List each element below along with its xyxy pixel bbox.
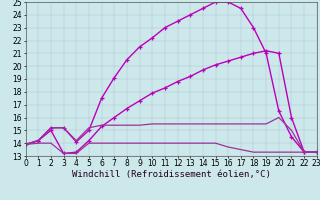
X-axis label: Windchill (Refroidissement éolien,°C): Windchill (Refroidissement éolien,°C) — [72, 170, 271, 179]
